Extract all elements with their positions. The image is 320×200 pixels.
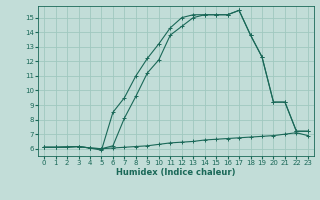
X-axis label: Humidex (Indice chaleur): Humidex (Indice chaleur) — [116, 168, 236, 177]
